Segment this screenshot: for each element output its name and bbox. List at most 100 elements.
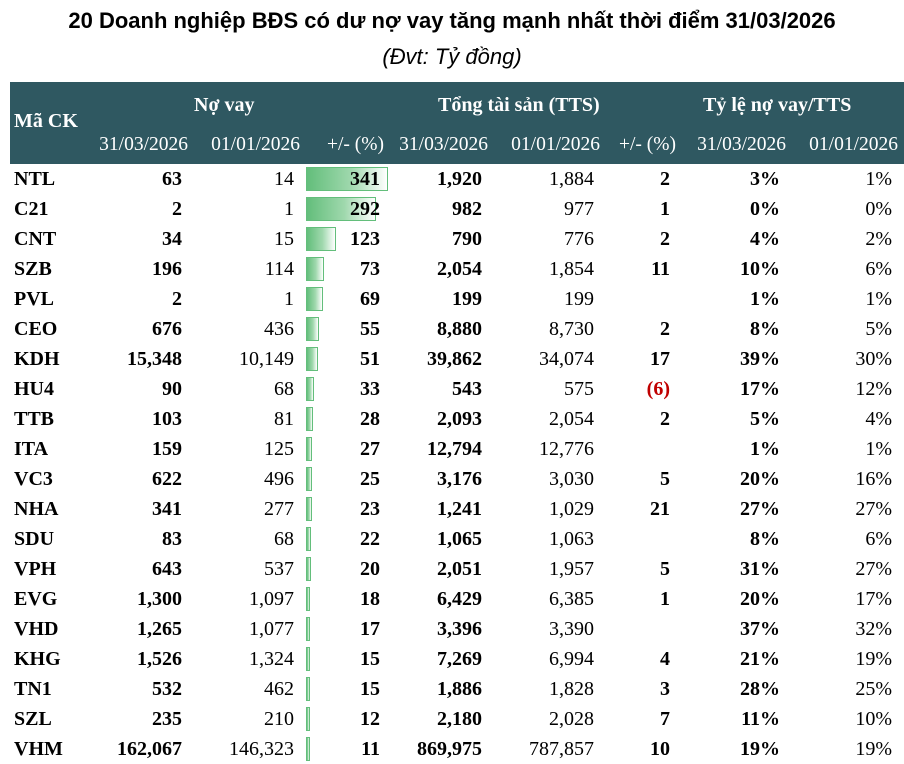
cell-debt-change: 23 <box>360 498 380 520</box>
cell-assets-change <box>600 284 670 314</box>
cell-debt-q1: 235 <box>152 708 182 730</box>
cell-ratio-start: 1% <box>865 288 892 310</box>
cell-debt-start: 1 <box>284 288 294 310</box>
cell-debt-change: 22 <box>360 528 380 550</box>
cell-debt-change: 12 <box>360 708 380 730</box>
cell-ticker: CNT <box>14 228 57 250</box>
table-row: SDU 83 68 22 1,065 1,063 8% 6% <box>10 524 904 554</box>
debt-change-bar-track <box>306 464 384 494</box>
cell-ratio-q1: 1% <box>750 438 780 460</box>
debt-change-bar-track <box>306 614 384 644</box>
cell-debt-start: 496 <box>264 468 294 490</box>
table-row: TTB 103 81 28 2,093 2,054 2 5% 4% <box>10 404 904 434</box>
debt-change-bar <box>306 347 318 371</box>
header-debt-date2: 01/01/2026 <box>211 134 300 155</box>
debt-change-bar-track <box>306 404 384 434</box>
cell-assets-start: 1,884 <box>549 168 594 190</box>
debt-change-bar-track <box>306 524 384 554</box>
cell-debt-q1: 103 <box>152 408 182 430</box>
debt-change-bar-track <box>306 254 384 284</box>
cell-ratio-start: 27% <box>855 498 892 520</box>
cell-assets-q1: 3,176 <box>437 468 482 490</box>
cell-assets-start: 6,385 <box>549 588 594 610</box>
cell-assets-change: 2 <box>660 168 670 190</box>
cell-debt-start: 68 <box>274 528 294 550</box>
cell-debt-change: 15 <box>360 678 380 700</box>
cell-ratio-start: 25% <box>855 678 892 700</box>
cell-ratio-start: 4% <box>865 408 892 430</box>
debt-change-bar-track <box>306 224 384 254</box>
cell-debt-change: 18 <box>360 588 380 610</box>
cell-ratio-q1: 3% <box>750 168 780 190</box>
table-row: HU4 90 68 33 543 575 (6) 17% 12% <box>10 374 904 404</box>
cell-debt-change: 55 <box>360 318 380 340</box>
cell-debt-start: 436 <box>264 318 294 340</box>
cell-ratio-q1: 37% <box>740 618 780 640</box>
cell-debt-start: 68 <box>274 378 294 400</box>
cell-assets-start: 34,074 <box>539 348 594 370</box>
cell-ticker: C21 <box>14 198 49 220</box>
cell-ratio-q1: 10% <box>740 258 780 280</box>
cell-assets-change: 2 <box>660 228 670 250</box>
table-row: KHG 1,526 1,324 15 7,269 6,994 4 21% 19% <box>10 644 904 674</box>
cell-ratio-start: 17% <box>855 588 892 610</box>
debt-change-bar-track <box>306 734 384 764</box>
cell-assets-start: 2,054 <box>549 408 594 430</box>
table-row: CEO 676 436 55 8,880 8,730 2 8% 5% <box>10 314 904 344</box>
debt-change-bar <box>306 287 323 311</box>
cell-debt-start: 1,097 <box>249 588 294 610</box>
cell-assets-start: 977 <box>564 198 594 220</box>
cell-ratio-start: 1% <box>865 438 892 460</box>
debt-change-bar <box>306 497 312 521</box>
cell-assets-q1: 2,180 <box>437 708 482 730</box>
cell-assets-start: 1,957 <box>549 558 594 580</box>
cell-ticker: HU4 <box>14 378 54 400</box>
table-row: VPH 643 537 20 2,051 1,957 5 31% 27% <box>10 554 904 584</box>
cell-assets-change: 4 <box>660 648 670 670</box>
cell-debt-q1: 34 <box>162 228 182 250</box>
debt-change-bar <box>306 527 311 551</box>
header-debt: Nợ vay <box>194 94 255 116</box>
cell-ticker: KHG <box>14 648 61 670</box>
debt-change-bar <box>306 467 312 491</box>
header-assets-date2: 01/01/2026 <box>511 134 600 155</box>
table-row: CNT 34 15 123 790 776 2 4% 2% <box>10 224 904 254</box>
cell-ratio-q1: 20% <box>740 588 780 610</box>
cell-assets-start: 12,776 <box>539 438 594 460</box>
table-row: VHM 162,067 146,323 11 869,975 787,857 10 19% 19… <box>10 734 904 764</box>
cell-assets-change: 2 <box>660 318 670 340</box>
cell-debt-q1: 2 <box>172 198 182 220</box>
table-row: PVL 2 1 69 199 199 1% 1% <box>10 284 904 314</box>
table-row: ITA 159 125 27 12,794 12,776 1% 1% <box>10 434 904 464</box>
cell-assets-change: 17 <box>650 348 670 370</box>
debt-change-bar-track <box>306 314 384 344</box>
cell-ticker: VHD <box>14 618 59 640</box>
cell-ticker: TTB <box>14 408 55 430</box>
cell-assets-start: 1,828 <box>549 678 594 700</box>
cell-ratio-start: 6% <box>865 528 892 550</box>
table-row: C21 2 1 292 982 977 1 0% 0% <box>10 194 904 224</box>
table-row: KDH 15,348 10,149 51 39,862 34,074 17 39% 30% <box>10 344 904 374</box>
cell-assets-q1: 869,975 <box>417 738 482 760</box>
cell-debt-change: 28 <box>360 408 380 430</box>
cell-assets-q1: 2,093 <box>437 408 482 430</box>
cell-ticker: ITA <box>14 438 49 460</box>
debt-change-bar-track <box>306 434 384 464</box>
cell-assets-change: 1 <box>660 198 670 220</box>
cell-debt-start: 1 <box>284 198 294 220</box>
header-assets-date1: 31/03/2026 <box>399 134 488 155</box>
cell-debt-q1: 162,067 <box>117 738 182 760</box>
cell-ratio-start: 5% <box>865 318 892 340</box>
cell-assets-change: 21 <box>650 498 670 520</box>
cell-debt-q1: 622 <box>152 468 182 490</box>
debt-change-bar-track <box>306 284 384 314</box>
cell-assets-change: 11 <box>651 258 670 280</box>
cell-ratio-q1: 5% <box>750 408 780 430</box>
cell-ratio-q1: 31% <box>740 558 780 580</box>
header-debt-change: +/- (%) <box>326 134 384 155</box>
cell-debt-q1: 1,526 <box>137 648 182 670</box>
table-row: NTL 63 14 341 1,920 1,884 2 3% 1% <box>10 164 904 194</box>
cell-debt-q1: 676 <box>152 318 182 340</box>
cell-ticker: EVG <box>14 588 58 610</box>
cell-assets-change: 1 <box>660 588 670 610</box>
